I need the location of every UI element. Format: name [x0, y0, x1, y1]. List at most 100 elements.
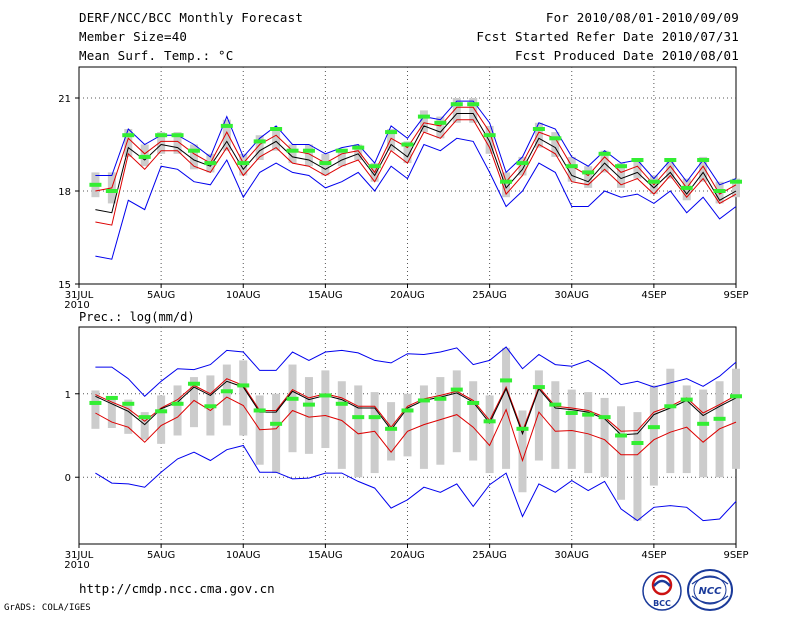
- panel2-box: [534, 370, 543, 461]
- panel2-box: [617, 406, 626, 500]
- panel2-box: [502, 347, 511, 469]
- panel2-observed-marker: [155, 409, 168, 414]
- panel2-observed-marker: [483, 419, 496, 424]
- panel1-observed-marker: [532, 127, 545, 131]
- panel2-box: [107, 397, 116, 428]
- panel1-observed-marker: [368, 164, 381, 169]
- panel1-observed-marker: [319, 161, 332, 166]
- panel2-xtick-label: 10AUG: [226, 550, 261, 561]
- panel2-box: [452, 370, 461, 453]
- panel1-box: [600, 150, 609, 173]
- panel2-xtick-label: 4SEP: [641, 550, 666, 561]
- panel1-observed-marker: [385, 130, 398, 135]
- panel2-observed-marker: [385, 426, 398, 431]
- panel2-box: [682, 385, 691, 474]
- panel1-xtick-label: 31JUL: [65, 290, 94, 301]
- panel1-box: [222, 119, 231, 151]
- panel2-observed-marker: [713, 416, 726, 421]
- forecast-period: For 2010/08/01-2010/09/09: [545, 10, 739, 25]
- panel2-observed-marker: [549, 402, 562, 407]
- panel1-box: [255, 135, 264, 160]
- variable-label: Mean Surf. Temp.: °C: [79, 48, 234, 63]
- panel1-box: [485, 125, 494, 154]
- panel1-xtick-label: 30AUG: [554, 290, 589, 301]
- panel2-box: [436, 377, 445, 465]
- panel1-box: [403, 141, 412, 164]
- panel2-box: [567, 389, 576, 469]
- panel1-observed-marker: [483, 133, 496, 138]
- panel1-observed-marker: [138, 154, 151, 159]
- panel1-observed-marker: [417, 114, 430, 119]
- panel2-observed-marker: [237, 383, 250, 388]
- panel2-observed-marker: [105, 395, 118, 400]
- panel2-box: [649, 385, 658, 486]
- panel2-box: [222, 364, 231, 426]
- panel1-box: [387, 129, 396, 151]
- panel2-observed-marker: [697, 421, 710, 426]
- panel1-observed-marker: [582, 170, 595, 175]
- panel1-box: [469, 98, 478, 123]
- panel1-line-q_lower: [95, 119, 737, 226]
- panel1-ytick-label: 18: [58, 187, 71, 198]
- panel2-ytick-label: 0: [65, 473, 71, 484]
- panel1-observed-marker: [204, 161, 217, 166]
- panel2-box: [485, 395, 494, 474]
- panel1-xtick-label: 15AUG: [308, 290, 343, 301]
- panel2-observed-marker: [335, 401, 348, 406]
- panel2-observed-marker: [516, 426, 529, 431]
- panel1-box: [304, 144, 313, 167]
- panel1-box: [567, 156, 576, 182]
- panel2-box: [173, 385, 182, 436]
- panel2-ytick-label: 1: [65, 390, 71, 401]
- panel2-observed-marker: [532, 385, 545, 390]
- panel2-observed-marker: [417, 398, 430, 403]
- panel1-box: [419, 110, 428, 133]
- member-size: Member Size=40: [79, 29, 188, 44]
- panel2-observed-marker: [220, 389, 233, 394]
- panel2-box: [584, 392, 593, 474]
- panel1-observed-marker: [631, 158, 644, 162]
- panel1-xtick-label: 20AUG: [390, 290, 425, 301]
- panel1-box: [732, 178, 740, 198]
- panel2-xtick-label: 20AUG: [390, 550, 425, 561]
- panel2-observed-marker: [171, 401, 184, 406]
- panel1-year-label: 2010: [64, 300, 89, 311]
- panel2-box: [239, 360, 248, 436]
- panel1-box: [436, 116, 445, 139]
- panel1-box: [354, 144, 363, 160]
- panel1-box: [666, 160, 675, 179]
- panel2-observed-marker: [500, 378, 513, 383]
- panel1-observed-marker: [680, 185, 693, 190]
- panel1-observed-marker: [730, 179, 742, 184]
- start-date: Fcst Started Refer Date 2010/07/31: [476, 29, 739, 44]
- bcc-logo-text: BCC: [653, 599, 671, 608]
- panel2-observed-marker: [450, 387, 463, 392]
- panel2-observed-marker: [319, 393, 332, 398]
- panel2-line-lower: [95, 444, 737, 522]
- panel1-observed-marker: [647, 179, 660, 184]
- panel1-observed-marker: [697, 158, 710, 162]
- chart-title: DERF/NCC/BCC Monthly Forecast: [79, 10, 304, 25]
- panel2-observed-marker: [204, 404, 217, 409]
- panel2-observed-marker: [187, 381, 200, 386]
- panel2-box: [288, 364, 297, 453]
- panel2-observed-marker: [680, 397, 693, 402]
- panel2-observed-marker: [368, 415, 381, 420]
- panel1-box: [272, 129, 281, 151]
- panel1-observed-marker: [122, 133, 135, 138]
- panel2-observed-marker: [270, 421, 283, 426]
- panel1-observed-marker: [467, 102, 480, 107]
- panel2-observed-marker: [138, 415, 151, 420]
- panel1-box: [157, 132, 166, 154]
- panel1-xtick-label: 5AUG: [147, 290, 175, 301]
- panel2-observed-marker: [286, 396, 299, 401]
- grads-credit: GrADS: COLA/IGES: [4, 603, 91, 613]
- panel1-observed-marker: [549, 136, 562, 141]
- panel2-observed-marker: [647, 425, 660, 430]
- panel2-observed-marker: [565, 410, 578, 415]
- panel1-observed-marker: [450, 102, 463, 107]
- panel2-observed-marker: [352, 415, 365, 420]
- panel1-observed-marker: [237, 161, 250, 166]
- source-url[interactable]: http://cmdp.ncc.cma.gov.cn: [79, 581, 275, 596]
